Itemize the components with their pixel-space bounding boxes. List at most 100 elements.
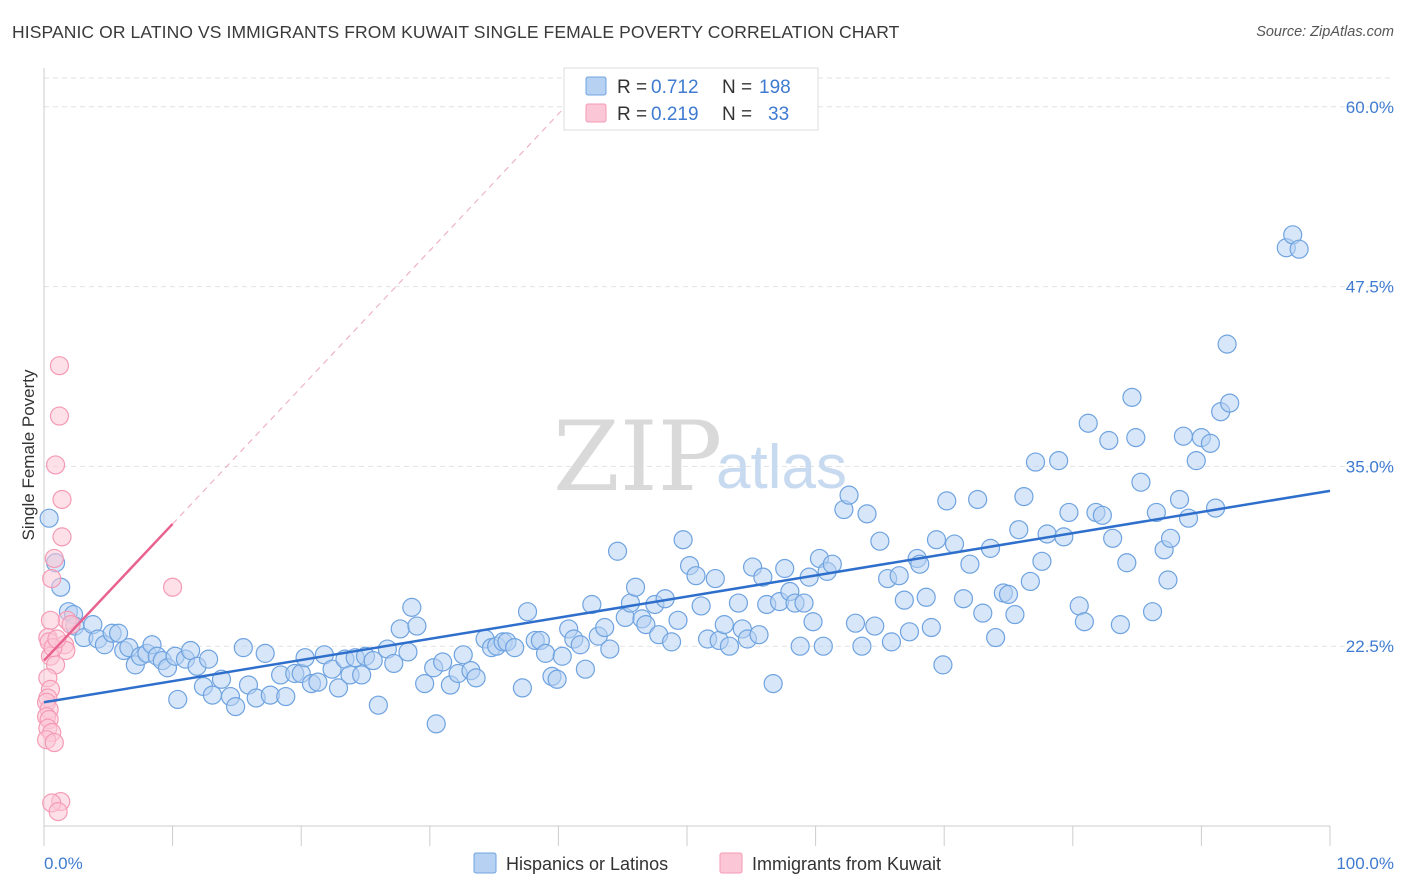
- kuwait-point: [49, 406, 70, 426]
- hispanic-point: [512, 678, 532, 698]
- hispanic-point: [714, 615, 734, 635]
- kuwait-point: [44, 548, 64, 569]
- hispanic-point: [691, 596, 711, 616]
- hispanic-point: [1126, 428, 1146, 448]
- legend-r-value-2: 0.219: [651, 104, 699, 125]
- hispanic-point: [1217, 334, 1237, 354]
- hispanic-point: [870, 531, 890, 551]
- hispanic-point: [384, 653, 404, 674]
- hispanic-point: [921, 617, 941, 638]
- hispanic-point: [390, 619, 410, 639]
- hispanic-point: [857, 504, 877, 524]
- x-tick-label: 100.0%: [1336, 854, 1394, 873]
- hispanic-point: [636, 615, 656, 635]
- trend-lines: [43, 77, 1331, 704]
- watermark-zip: ZIP: [553, 401, 722, 513]
- hispanic-point: [881, 632, 902, 652]
- legend-r-label-1: R =: [617, 77, 647, 98]
- hispanic-point: [607, 541, 628, 561]
- kuwait-point: [42, 568, 62, 589]
- hispanic-point: [790, 636, 810, 656]
- bottom-legend-swatch-pink: [719, 852, 743, 874]
- hispanic-point: [625, 577, 646, 597]
- hispanic-point: [433, 652, 453, 672]
- hispanic-point: [1200, 433, 1221, 453]
- hispanic-point: [803, 612, 823, 632]
- hispanic-point: [1099, 430, 1119, 451]
- hispanic-point: [852, 636, 872, 656]
- legend-r-label-2: R =: [617, 104, 647, 125]
- hispanic-point: [1020, 571, 1040, 592]
- hispanic-point: [1169, 489, 1190, 510]
- hispanic-point: [108, 623, 129, 643]
- hispanic-point: [368, 695, 388, 715]
- hispanic-point: [402, 597, 422, 617]
- hispanic-point: [1158, 570, 1178, 590]
- hispanic-point: [233, 638, 253, 658]
- bottom-legend-swatch-blue: [473, 852, 497, 874]
- hispanic-point: [1142, 602, 1163, 622]
- hispanic-point: [517, 602, 538, 622]
- hispanic-point: [986, 627, 1006, 648]
- watermark-atlas: atlas: [716, 433, 847, 502]
- legend-swatch-pink: [585, 103, 607, 123]
- y-axis-title: Single Female Poverty: [19, 369, 38, 541]
- hispanic-point: [595, 617, 615, 638]
- legend-swatch-blue: [585, 76, 607, 96]
- hispanic-point: [1009, 520, 1029, 540]
- hispanic-point: [1117, 553, 1137, 573]
- hispanic-point: [794, 593, 814, 613]
- hispanic-point: [998, 584, 1019, 605]
- kuwait-point: [48, 802, 68, 822]
- kuwait-point: [163, 577, 183, 597]
- hispanic-point: [466, 668, 486, 688]
- legend-n-value-2: 33: [768, 104, 789, 125]
- hispanic-point: [352, 665, 372, 685]
- hispanic-point: [1074, 612, 1094, 632]
- hispanic-point: [415, 673, 435, 694]
- series-legend: Hispanics or Latinos Immigrants from Kuw…: [473, 852, 941, 874]
- hispanic-point: [894, 590, 914, 610]
- hispanic-point: [398, 642, 418, 662]
- hispanic-point: [686, 566, 706, 586]
- hispanic-point: [226, 697, 246, 717]
- hispanic-point: [199, 649, 219, 669]
- kuwait-point: [52, 489, 72, 510]
- kuwait-trend-line: [43, 523, 174, 662]
- hispanic-point: [728, 593, 749, 613]
- hispanic-point: [39, 508, 59, 528]
- tick-labels: 22.5% 35.0% 47.5% 60.0% 0.0% 100.0%: [44, 98, 1394, 873]
- hispanic-point: [889, 566, 909, 586]
- hispanic-point: [960, 554, 980, 574]
- hispanic-point: [535, 643, 556, 663]
- hispanic-point: [426, 714, 446, 734]
- hispanic-point: [168, 689, 188, 710]
- hispanic-point: [749, 625, 769, 645]
- hispanic-point: [575, 659, 596, 679]
- hispanic-trend-line: [43, 489, 1331, 704]
- hispanic-point: [839, 485, 859, 505]
- y-tick-label: 22.5%: [1346, 637, 1394, 656]
- hispanic-point: [505, 638, 525, 658]
- kuwait-point: [45, 455, 66, 475]
- hispanic-point: [1092, 505, 1112, 525]
- y-tick-label: 60.0%: [1346, 98, 1394, 117]
- hispanic-point: [1146, 502, 1166, 523]
- hispanic-point: [453, 645, 473, 665]
- hispanic-point: [705, 568, 725, 589]
- hispanic-point: [552, 646, 572, 666]
- legend-n-label-1: N =: [722, 77, 752, 98]
- hispanic-point: [202, 685, 223, 705]
- hispanic-point: [937, 491, 957, 511]
- hispanic-point: [899, 622, 920, 642]
- legend-r-value-1: 0.712: [651, 77, 699, 98]
- hispanic-point: [1160, 528, 1181, 548]
- hispanic-point: [547, 669, 567, 689]
- hispanic-point: [363, 650, 383, 671]
- kuwait-point: [52, 527, 72, 547]
- hispanic-point: [719, 636, 740, 656]
- hispanic-point: [813, 636, 833, 656]
- hispanic-point: [328, 678, 349, 698]
- hispanic-point: [1025, 452, 1046, 472]
